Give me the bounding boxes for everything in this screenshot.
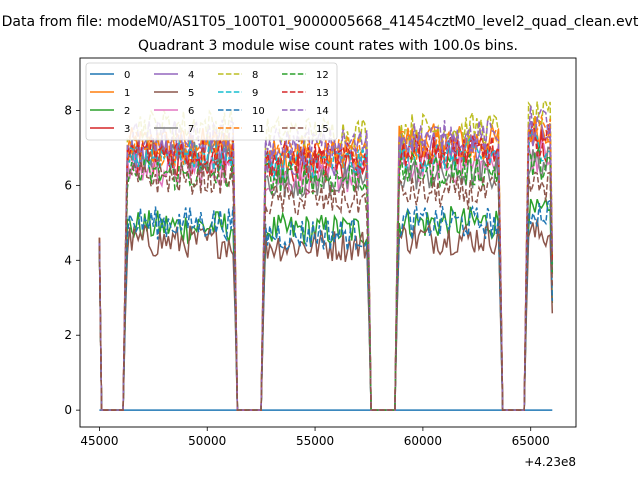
- x-tick-label: 60000: [404, 434, 442, 448]
- series-line-5: [98, 218, 554, 411]
- x-tick-label: 55000: [296, 434, 334, 448]
- series-line-9: [98, 128, 554, 411]
- legend-label-6: 6: [188, 106, 194, 117]
- legend-label-5: 5: [188, 88, 194, 99]
- legend-label-13: 13: [316, 88, 329, 99]
- legend-label-7: 7: [188, 124, 194, 135]
- y-tick-label: 6: [64, 178, 72, 192]
- figure-suptitle: Data from file: modeM0/AS1T05_100T01_900…: [2, 14, 639, 30]
- x-offset-label: +4.23e8: [524, 455, 576, 469]
- legend-label-1: 1: [124, 88, 130, 99]
- x-axis: 45000 50000 55000 60000 65000: [80, 427, 550, 448]
- y-tick-label: 4: [64, 253, 72, 267]
- series-line-15: [98, 160, 554, 411]
- series-line-2: [98, 196, 554, 411]
- series-line-14: [98, 105, 554, 411]
- legend-label-8: 8: [252, 70, 258, 81]
- legend-label-4: 4: [188, 70, 194, 81]
- x-tick-label: 45000: [80, 434, 118, 448]
- legend-label-0: 0: [124, 70, 130, 81]
- y-axis: 0 2 4 6 8: [64, 103, 80, 417]
- y-tick-label: 0: [64, 403, 72, 417]
- legend-label-9: 9: [252, 88, 258, 99]
- legend-label-2: 2: [124, 106, 130, 117]
- plot-frame: [79, 57, 577, 428]
- series-line-10: [98, 199, 554, 411]
- legend-box: [85, 62, 338, 141]
- legend-label-14: 14: [316, 106, 329, 117]
- x-tick-label: 65000: [512, 434, 550, 448]
- x-tick-label: 50000: [188, 434, 226, 448]
- legend-label-10: 10: [252, 106, 265, 117]
- series-layer: [98, 100, 554, 411]
- y-tick-label: 8: [64, 103, 72, 117]
- y-tick-label: 2: [64, 328, 72, 342]
- legend-label-3: 3: [124, 124, 130, 135]
- series-line-12: [98, 144, 554, 411]
- legend-label-11: 11: [252, 124, 265, 135]
- chart-title: Quadrant 3 module wise count rates with …: [138, 38, 518, 54]
- series-line-8: [98, 100, 554, 411]
- legend-label-12: 12: [316, 70, 329, 81]
- legend-label-15: 15: [316, 124, 329, 135]
